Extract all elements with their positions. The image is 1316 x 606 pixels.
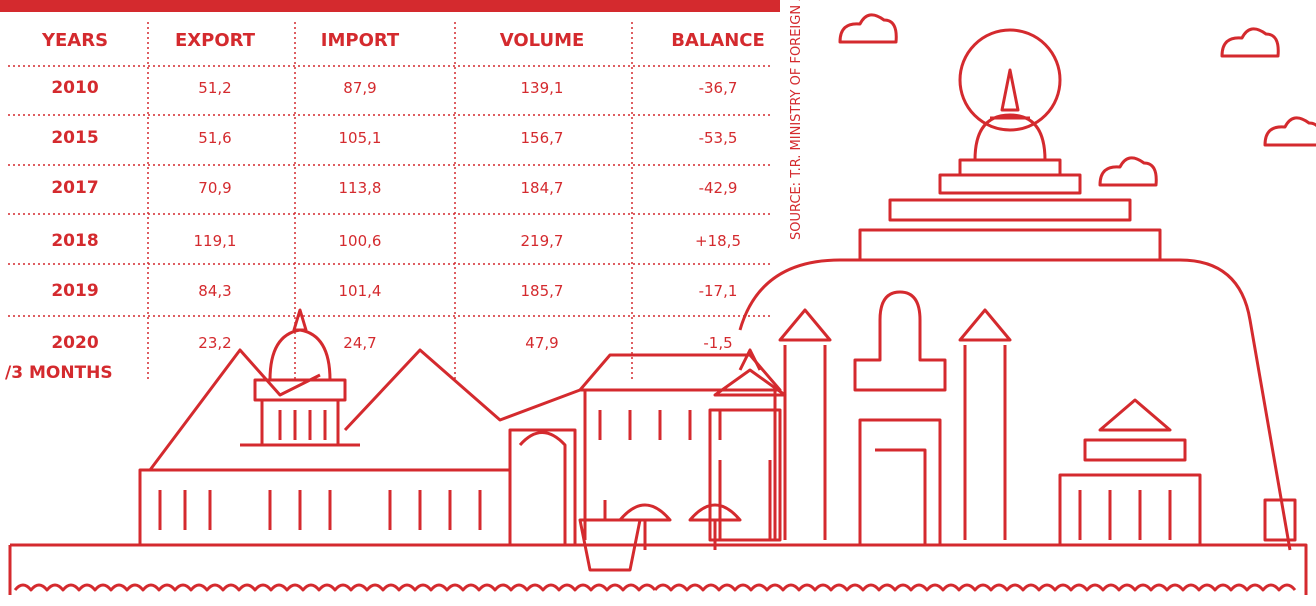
top-bar — [0, 0, 780, 12]
source: SOURCE: T.R. MINISTRY OF FOREIGN A — [789, 0, 804, 240]
year: 2010 — [51, 78, 98, 98]
cell: 185,7 — [521, 282, 564, 300]
cell: -42,9 — [699, 179, 738, 197]
cell: -1,5 — [703, 334, 732, 352]
cell: -53,5 — [699, 129, 738, 147]
year: 2017 — [51, 178, 98, 198]
cell: 139,1 — [521, 79, 564, 97]
cell: 84,3 — [198, 282, 231, 300]
cell: 156,7 — [521, 129, 564, 147]
cell: 87,9 — [343, 79, 376, 97]
year: 2015 — [51, 128, 98, 148]
infographic: SOURCE: T.R. MINISTRY OF FOREIGN A YEARS… — [0, 0, 1316, 606]
year: /3 MONTHS — [5, 363, 113, 383]
cell: 219,7 — [521, 232, 564, 250]
cell: +18,5 — [695, 232, 741, 250]
cell: -36,7 — [699, 79, 738, 97]
cell: 23,2 — [198, 334, 231, 352]
trade-table: YEARS EXPORT IMPORT VOLUME BALANCE 2010 51,2 87… — [5, 22, 770, 383]
year: 2020 — [51, 333, 98, 353]
cell: 119,1 — [194, 232, 237, 250]
cell: 47,9 — [525, 334, 558, 352]
column-header: VOLUME — [500, 30, 585, 51]
cell: 105,1 — [339, 129, 382, 147]
column-header: IMPORT — [321, 30, 400, 51]
year: 2018 — [51, 231, 98, 251]
cell: 101,4 — [339, 282, 382, 300]
cell: 184,7 — [521, 179, 564, 197]
cell: 51,2 — [198, 79, 231, 97]
cell: 113,8 — [339, 179, 382, 197]
cell: 24,7 — [343, 334, 376, 352]
column-header: EXPORT — [175, 30, 256, 51]
column-header: BALANCE — [671, 30, 765, 51]
cell: -17,1 — [699, 282, 738, 300]
illustration — [10, 15, 1316, 595]
cell: 70,9 — [198, 179, 231, 197]
year: 2019 — [51, 281, 98, 301]
column-header: YEARS — [41, 30, 108, 51]
cell: 51,6 — [198, 129, 231, 147]
cell: 100,6 — [339, 232, 382, 250]
